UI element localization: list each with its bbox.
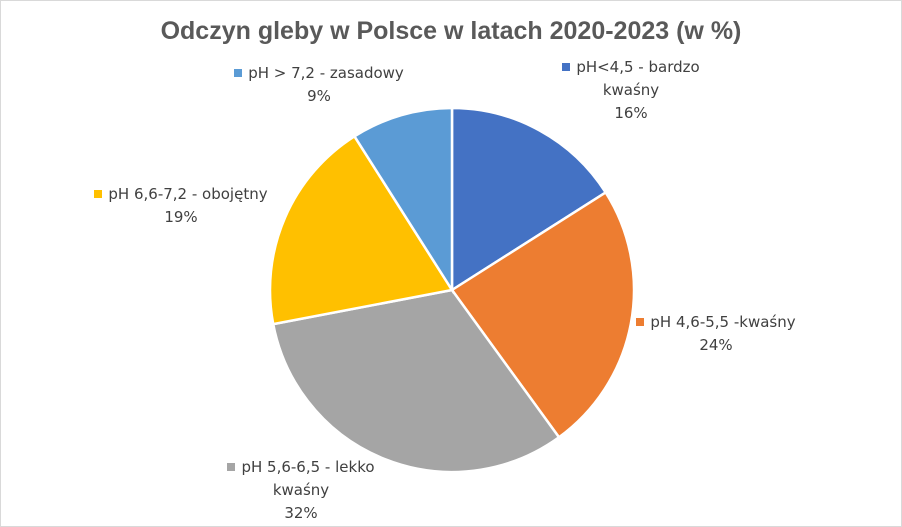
- pie-slice: [352, 106, 454, 295]
- data-label: pH<4,5 - bardzo kwaśny 16%: [556, 56, 706, 125]
- legend-marker: [562, 63, 571, 71]
- value-label: 32%: [284, 504, 318, 522]
- chart-title: Odczyn gleby w Polsce w latach 2020-2023…: [160, 17, 742, 45]
- pie-slice: [450, 190, 636, 439]
- data-label: pH 4,6-5,5 -kwaśny 24%: [616, 311, 816, 357]
- value-label: 9%: [307, 87, 331, 105]
- pie-slice: [450, 106, 608, 293]
- data-label: pH 6,6-7,2 - obojętny 19%: [81, 183, 281, 229]
- value-label: 19%: [164, 208, 198, 226]
- legend-marker: [636, 318, 645, 326]
- category-label: pH<4,5 - bardzo kwaśny: [576, 58, 700, 99]
- value-label: 16%: [614, 104, 648, 122]
- legend-marker: [227, 463, 236, 471]
- category-label: pH 6,6-7,2 - obojętny: [108, 185, 268, 203]
- data-label: pH 5,6-6,5 - lekko kwaśny 32%: [219, 456, 384, 525]
- category-label: pH > 7,2 - zasadowy: [248, 64, 404, 82]
- category-label: pH 5,6-6,5 - lekko kwaśny: [241, 458, 375, 499]
- pie-slice: [271, 288, 561, 474]
- data-label: pH > 7,2 - zasadowy 9%: [219, 62, 419, 108]
- legend-marker: [94, 190, 103, 198]
- category-label: pH 4,6-5,5 -kwaśny: [650, 313, 796, 331]
- pie-slice: [268, 134, 455, 326]
- value-label: 24%: [699, 336, 733, 354]
- legend-marker: [234, 69, 243, 77]
